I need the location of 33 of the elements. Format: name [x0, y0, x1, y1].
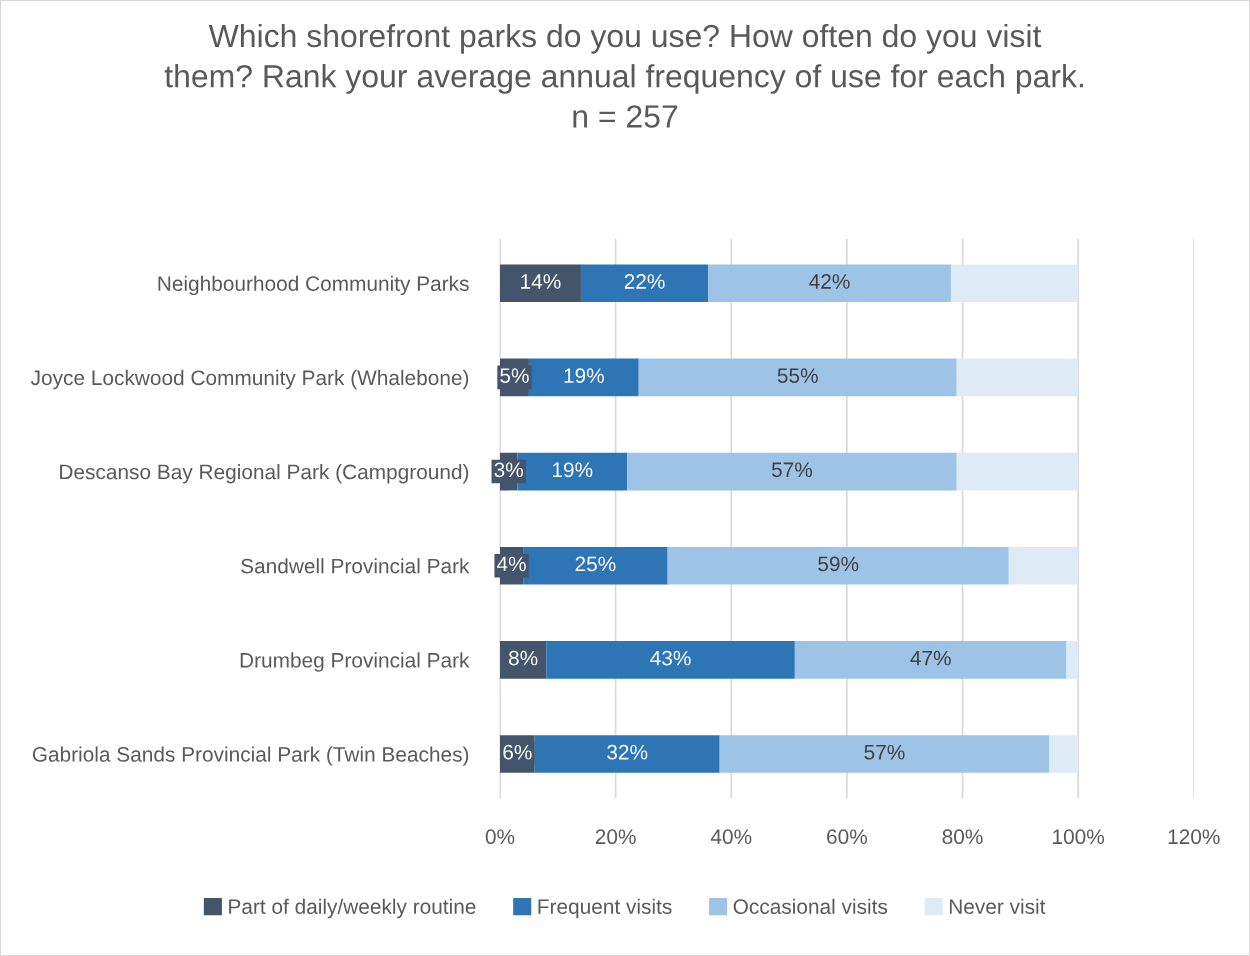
y-tick-label: Neighbourhood Community Parks [158, 275, 469, 296]
x-tick-label: 80% [942, 829, 983, 845]
data-label: 19% [564, 368, 604, 383]
legend-label: Occasional visits [733, 898, 888, 915]
x-tick-label: 60% [827, 829, 867, 845]
x-tick-label: 0% [485, 829, 515, 845]
y-tick-label: Drumbeg Provincial Park [240, 652, 470, 672]
data-label: 59% [818, 556, 859, 572]
y-tick-label: Joyce Lockwood Community Park (Whalebone) [30, 369, 469, 390]
x-tick-label: 40% [710, 829, 752, 845]
data-label: 19% [553, 462, 593, 478]
data-label: 14% [521, 274, 561, 289]
data-label: 6% [503, 744, 532, 760]
legend-label: Frequent visits [538, 898, 672, 919]
chart-title: Which shorefront parks do you use? How often do you visit them? Rank your average annual frequency of use for each park. n = 257 [164, 23, 1083, 128]
y-tick-label: Gabriola Sands Provincial Park (Twin Beaches) [32, 746, 469, 766]
data-label: 43% [650, 650, 691, 666]
data-label: 8% [508, 650, 538, 666]
x-tick-label: 20% [595, 829, 636, 845]
data-label: 57% [864, 744, 905, 760]
data-label: 57% [771, 462, 813, 478]
y-tick-label: Descanso Bay Regional Park (Campground) [60, 464, 469, 484]
data-label: 55% [777, 368, 818, 383]
data-label: 42% [809, 274, 850, 289]
x-tick-label: 100% [1053, 829, 1105, 845]
data-label: 47% [910, 650, 951, 666]
y-tick-label: Sandwell Provincial Park [241, 558, 470, 574]
data-label: 22% [624, 274, 665, 289]
legend-label: Part of daily/weekly routine [229, 898, 476, 919]
legend-label: Never visit [949, 898, 1046, 915]
x-tick-label: 120% [1168, 829, 1220, 845]
data-label: 32% [607, 744, 648, 760]
data-label: 25% [575, 556, 616, 572]
